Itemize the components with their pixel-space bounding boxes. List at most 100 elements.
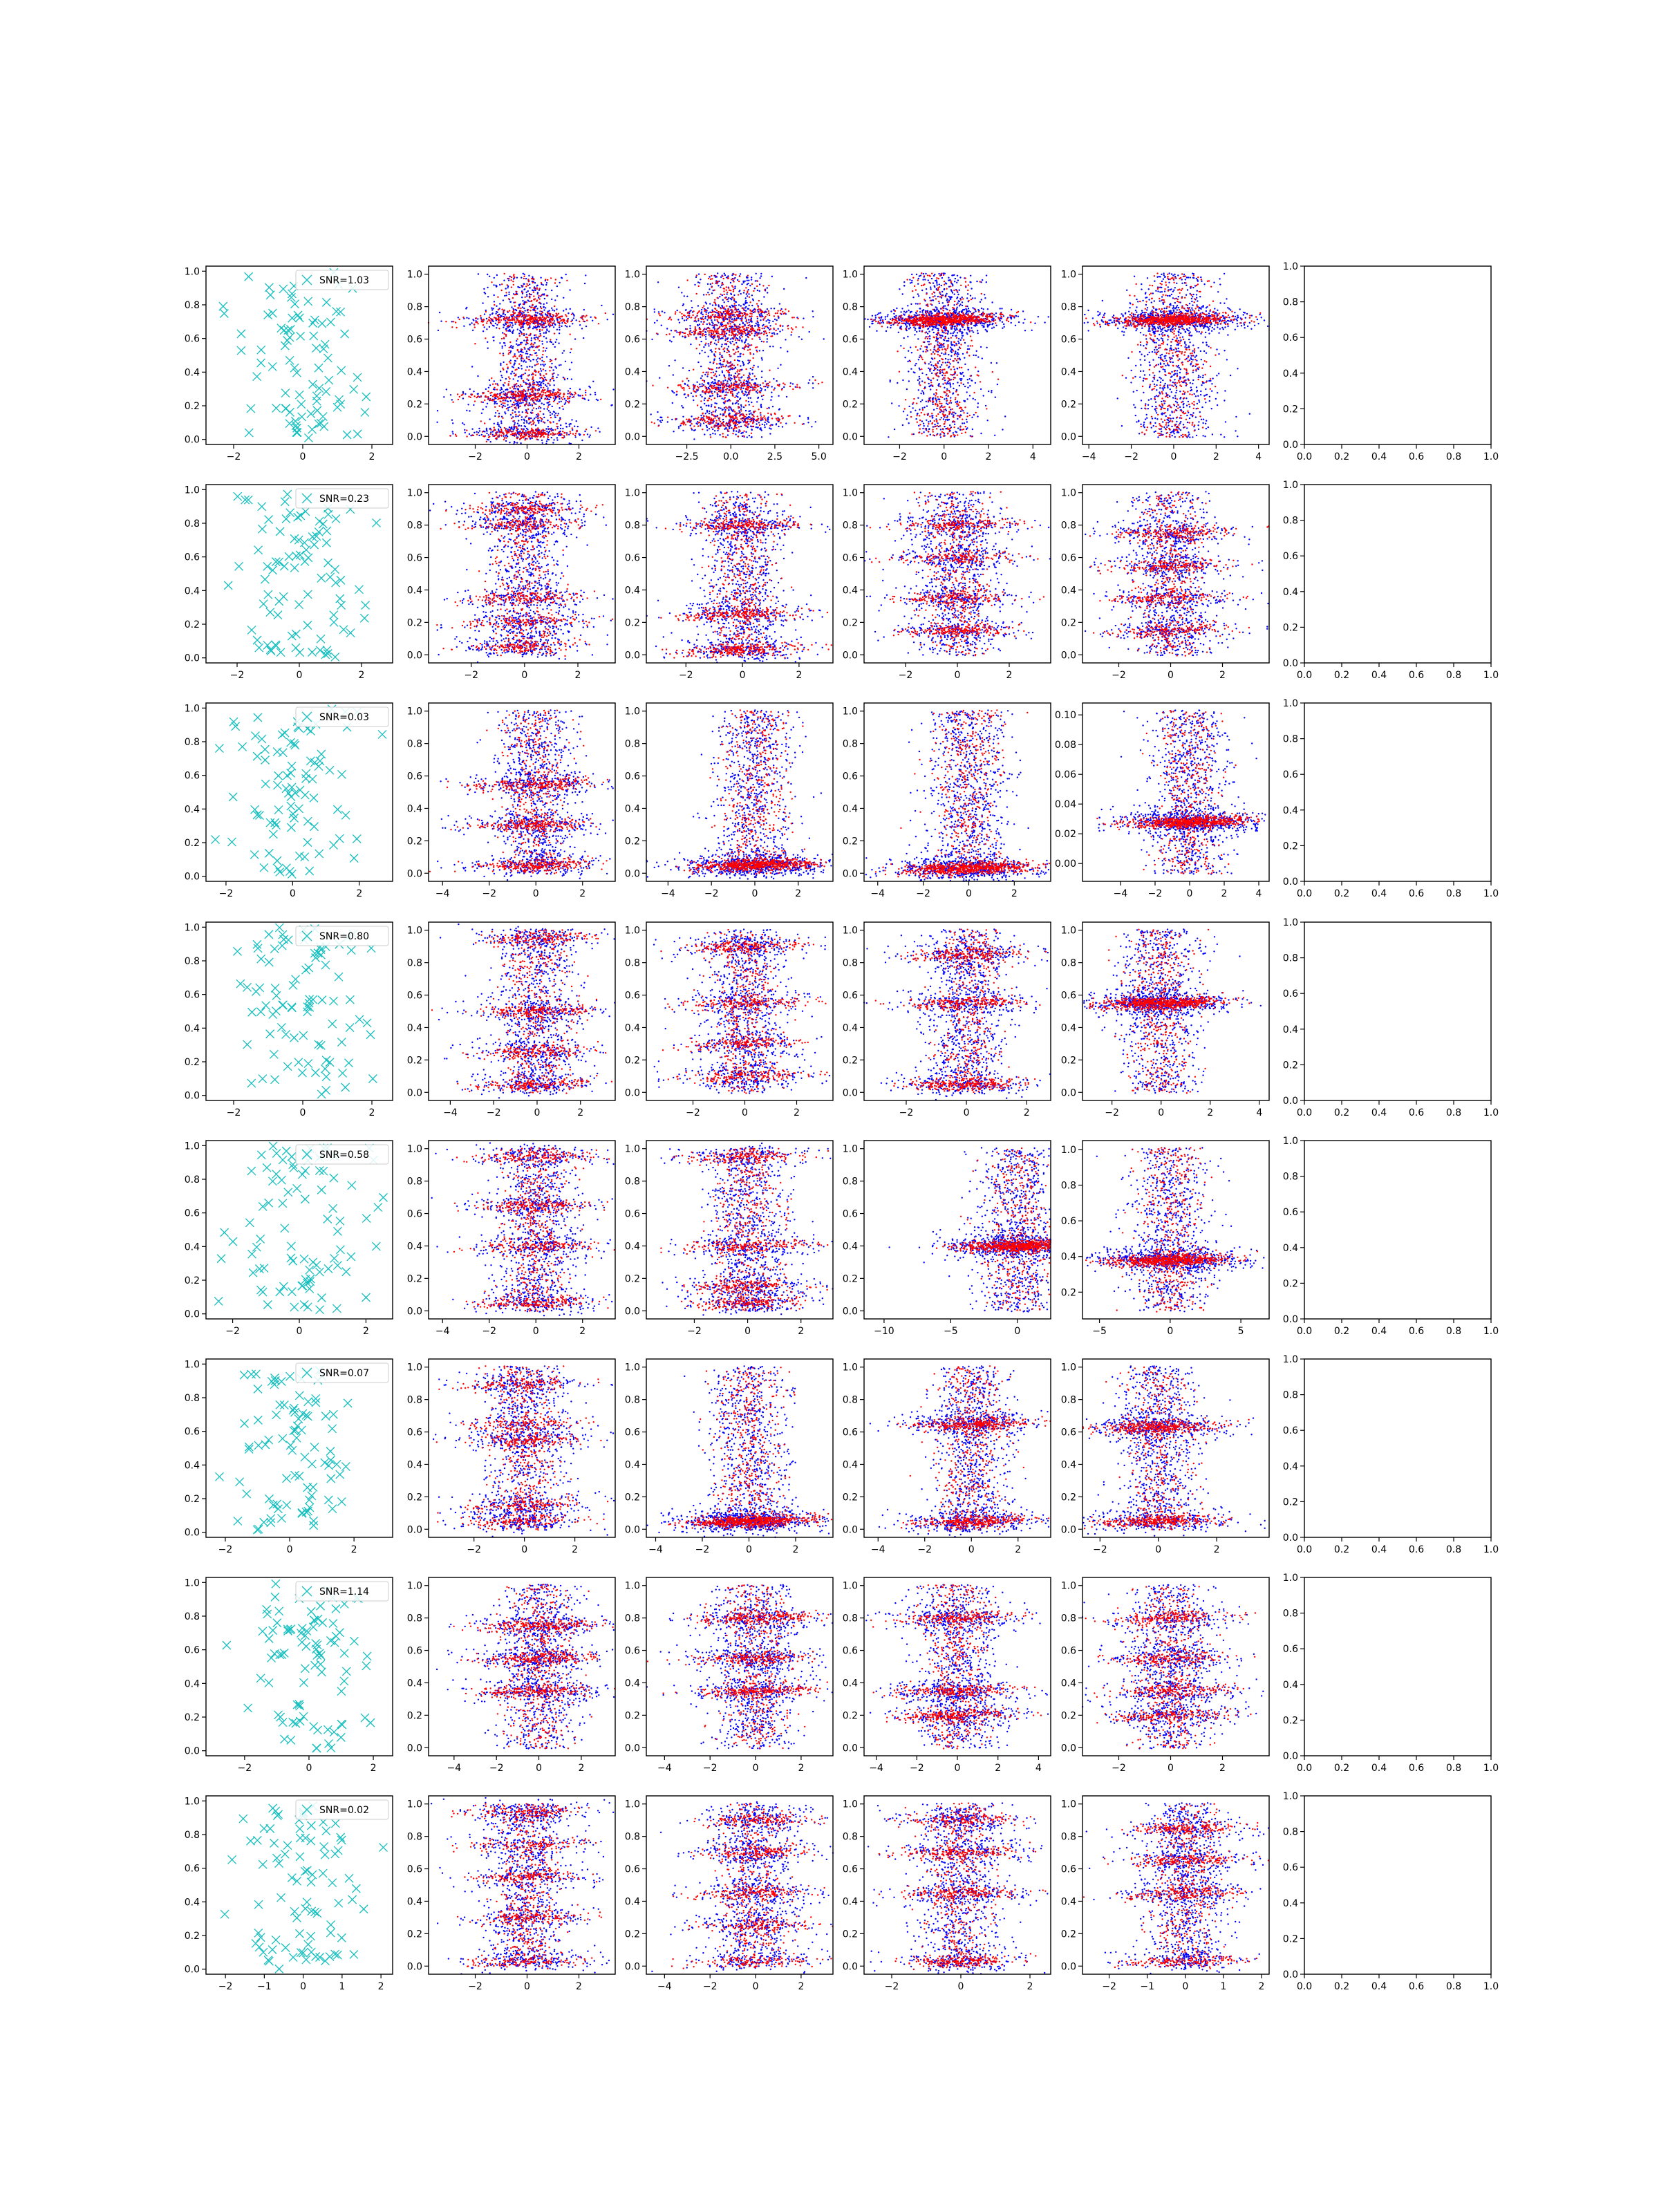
y-tick-label: 0.0 — [843, 1306, 858, 1317]
x-tick-label: 0.2 — [1334, 1107, 1349, 1118]
x-tick-label: 2 — [793, 1544, 799, 1555]
y-axis: 0.00.20.40.60.81.0 — [1283, 1791, 1304, 1980]
x-tick-label: 2 — [359, 670, 365, 681]
y-tick-label: 0.8 — [407, 521, 422, 532]
panel-r7-c1: SNR=1.14−2 0 20.00.20.40.60.81.0 — [185, 1577, 393, 1774]
x-tick-label: 0.6 — [1409, 1107, 1424, 1118]
x-tick-label: 0.8 — [1446, 1326, 1461, 1337]
scatter-points — [646, 272, 825, 440]
y-tick-label: 0.2 — [843, 836, 858, 847]
x-tick-label: 5 — [1238, 1326, 1244, 1337]
y-tick-label: 0.0 — [1283, 658, 1298, 669]
x-tick-label: −2 — [917, 1544, 932, 1555]
y-tick-label: 1.0 — [185, 1577, 200, 1588]
x-tick-label: 2 — [572, 1544, 578, 1555]
y-axis: 0.00.20.40.60.81.0 — [1061, 1362, 1082, 1536]
panel-r1-c4: −2 0 2 40.00.20.40.60.81.0 — [843, 266, 1051, 462]
x-tick-label: 0.8 — [1446, 888, 1461, 899]
x-tick-label: −2 — [218, 1544, 233, 1555]
x-tick-label: 0 — [1168, 1763, 1174, 1774]
x-tick-label: −2 — [899, 1107, 914, 1118]
x-tick-label: 2 — [1213, 451, 1219, 462]
y-tick-label: 0.10 — [1055, 710, 1076, 721]
scatter-points — [429, 709, 614, 881]
y-tick-label: 0.4 — [625, 1459, 640, 1470]
y-tick-label: 0.4 — [185, 1678, 200, 1689]
y-tick-label: 1.0 — [185, 485, 200, 496]
legend: SNR=0.80 — [296, 926, 388, 946]
x-axis: −2 0 2 — [227, 444, 375, 462]
y-tick-label: 0.4 — [1283, 587, 1298, 598]
y-tick-label: 0.6 — [1061, 1427, 1076, 1438]
axes-frame — [1082, 1577, 1269, 1756]
y-tick-label: 0.8 — [1283, 1827, 1298, 1838]
panel-r7-c4: −4 −2 0 2 40.00.20.40.60.81.0 — [843, 1577, 1051, 1774]
x-tick-label: 0 — [1167, 1326, 1173, 1337]
y-tick-label: 0.0 — [843, 868, 858, 879]
x-tick-label: 0.6 — [1409, 670, 1424, 681]
x-tick-label: −2 — [899, 670, 913, 681]
y-tick-label: 0.4 — [1061, 1022, 1076, 1033]
x-tick-label: 2 — [371, 1763, 377, 1774]
x-tick-label: 2 — [1207, 1107, 1213, 1118]
y-tick-label: 0.2 — [1283, 1060, 1298, 1071]
y-tick-label: 0.0 — [407, 868, 422, 879]
y-tick-label: 0.0 — [625, 1087, 640, 1098]
x-tick-label: 0.4 — [1371, 1326, 1387, 1337]
x-tick-label: −1 — [257, 1981, 272, 1992]
y-tick-label: 0.6 — [407, 991, 422, 1002]
y-tick-label: 0.8 — [625, 1177, 640, 1188]
scatter-points — [646, 709, 833, 879]
x-axis: −2 0 2 — [468, 1974, 582, 1992]
y-tick-label: 0.4 — [1061, 1252, 1076, 1263]
y-axis: 0.00.20.40.60.81.0 — [625, 270, 646, 443]
y-tick-label: 0.8 — [1061, 521, 1076, 532]
axes-frame — [1304, 1359, 1491, 1537]
x-axis: −2 0 2 — [467, 1537, 578, 1555]
x-tick-label: 0 — [746, 1544, 752, 1555]
x-tick-label: 2 — [1221, 888, 1228, 899]
axes-frame — [1304, 1796, 1491, 1974]
y-tick-label: 0.4 — [407, 1022, 422, 1033]
legend: SNR=0.23 — [296, 489, 388, 508]
y-tick-label: 0.2 — [1061, 1492, 1076, 1503]
x-tick-label: −2 — [489, 1763, 504, 1774]
scatter-points — [1085, 491, 1269, 657]
snr-label: SNR=0.07 — [319, 1368, 369, 1379]
y-tick-label: 1.0 — [185, 703, 200, 714]
x-tick-label: −4 — [435, 888, 450, 899]
y-tick-label: 0.0 — [1283, 1969, 1298, 1980]
y-tick-label: 0.8 — [407, 958, 422, 969]
y-tick-label: 0.0 — [185, 653, 200, 664]
axes-frame — [1082, 922, 1269, 1100]
x-tick-label: −4 — [871, 1544, 885, 1555]
scatter-points — [1082, 1584, 1264, 1750]
y-axis: 0.20.40.60.81.0 — [1061, 1145, 1082, 1298]
x-tick-label: 0.4 — [1371, 1544, 1387, 1555]
x-tick-label: 0 — [968, 1544, 975, 1555]
axes-frame — [1304, 922, 1491, 1100]
y-tick-label: 0.6 — [843, 335, 858, 346]
y-tick-label: 0.0 — [625, 1524, 640, 1535]
x-tick-label: −2 — [1124, 451, 1138, 462]
scatter-points — [429, 491, 614, 663]
x-tick-label: 5.0 — [811, 451, 826, 462]
scatter-points — [431, 924, 616, 1099]
y-tick-label: 0.6 — [625, 771, 640, 782]
x-axis: 0.0 0.2 0.4 0.6 0.8 1.0 — [1297, 1537, 1499, 1555]
x-tick-label: 0.2 — [1334, 451, 1349, 462]
y-tick-label: 0.6 — [625, 553, 640, 564]
y-tick-label: 1.0 — [843, 1799, 858, 1810]
scatter-points — [863, 928, 1051, 1100]
y-tick-label: 1.0 — [1283, 917, 1298, 928]
y-tick-label: 0.8 — [185, 737, 200, 748]
x-tick-label: −4 — [443, 1107, 458, 1118]
x-axis: −4 −2 0 2 — [871, 1537, 1021, 1555]
legend: SNR=0.07 — [296, 1363, 388, 1382]
y-axis: 0.00.20.40.60.81.0 — [843, 1362, 864, 1536]
y-tick-label: 0.4 — [407, 803, 422, 814]
panel-r1-c3: −2.5 0.0 2.5 5.00.00.20.40.60.81.0 — [625, 266, 833, 462]
x-tick-label: 0.8 — [1446, 451, 1461, 462]
x-tick-label: 2 — [1011, 888, 1018, 899]
y-tick-label: 0.2 — [185, 1057, 200, 1068]
